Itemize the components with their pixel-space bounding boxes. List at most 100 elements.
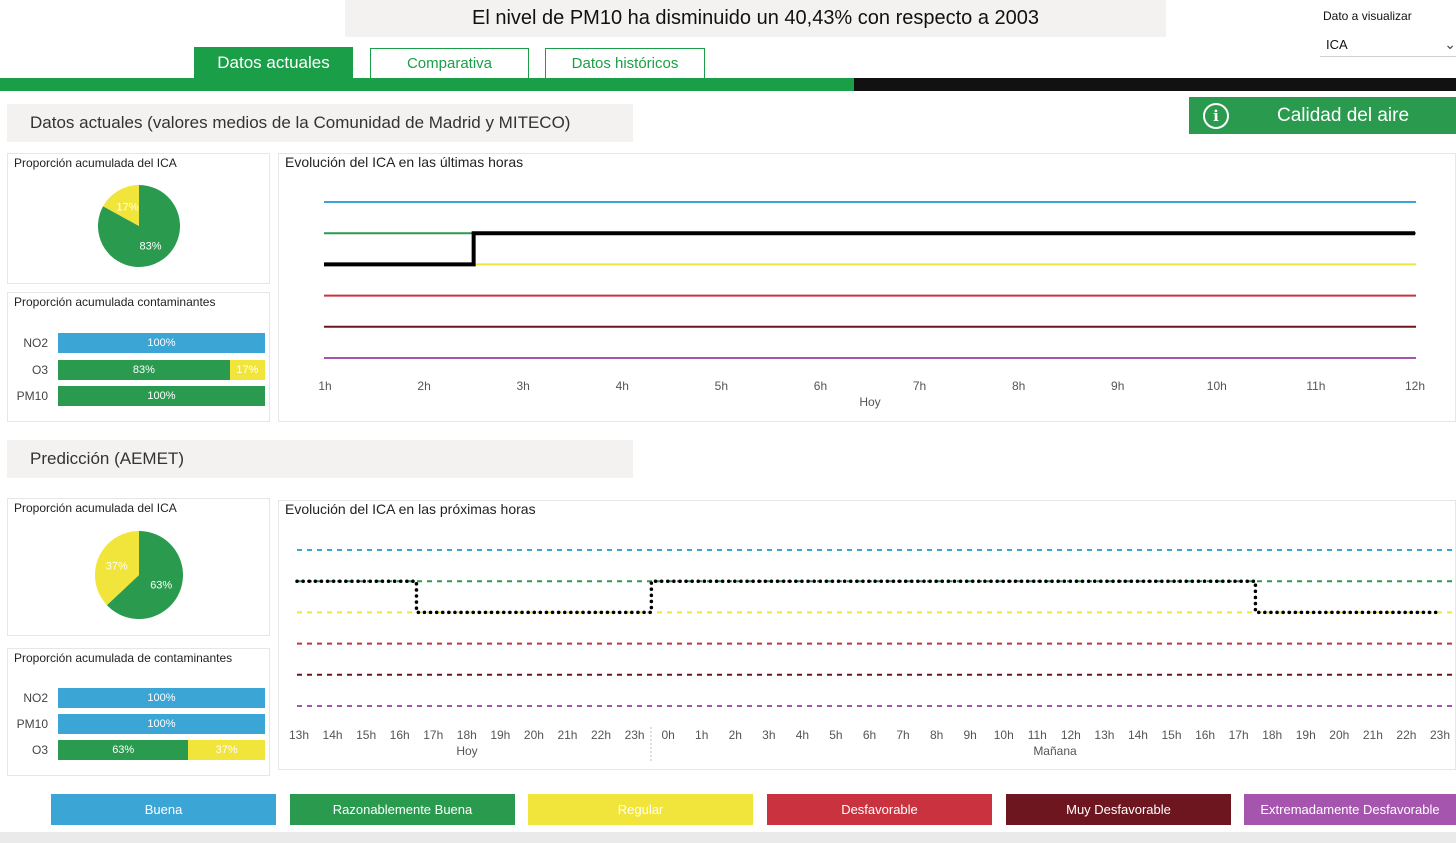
x-tick-label: 9h [963,728,976,742]
data-selector-dropdown[interactable]: ICA ⌄ [1320,32,1456,57]
x-tick-label: 10h [1207,379,1227,393]
x-tick-label: 16h [1195,728,1215,742]
prediction-bars-card: Proporción acumulada de contaminantes NO… [7,648,270,776]
x-tick-label: 15h [356,728,376,742]
x-tick-label: 7h [913,379,926,393]
prediction-bar-segment[interactable]: 100% [58,688,265,708]
current-bar-segment[interactable]: 100% [58,386,265,406]
tab-comparativa[interactable]: Comparativa [370,48,529,78]
x-tick-label: 0h [661,728,674,742]
prediction-bar-segment[interactable]: 37% [188,740,265,760]
x-tick-label: 11h [1306,379,1325,393]
x-tick-label: 14h [323,728,343,742]
info-icon: i [1203,102,1229,129]
x-tick-label: 17h [423,728,443,742]
current-bar-row-label: PM10 [16,389,48,403]
x-tick-label: 22h [591,728,611,742]
x-tick-label: 3h [762,728,775,742]
chevron-down-icon: ⌄ [1444,36,1456,52]
current-bar-segment[interactable]: 17% [229,360,265,380]
legend-extremadamente-desfavorable[interactable]: Extremadamente Desfavorable [1244,794,1456,825]
x-tick-label: 21h [1363,728,1383,742]
current-bar-track: 83% 17% [58,360,265,380]
x-tick-label: 8h [930,728,943,742]
current-bar-track: 100% [58,386,265,406]
x-tick-label: 8h [1012,379,1025,393]
x-tick-label: 23h [625,728,645,742]
prediction-bars-title: Proporción acumulada de contaminantes [14,651,233,665]
x-tick-label: 10h [994,728,1014,742]
x-tick-label: 22h [1396,728,1416,742]
prediction-pie-card: Proporción acumulada del ICA 63% 37% [7,498,270,636]
selector-value: ICA [1326,36,1348,52]
current-bar-row-no2: NO2 100% [8,333,270,353]
x-tick-label: 20h [524,728,544,742]
selector-label: Dato a visualizar [1323,9,1412,23]
bottom-scroll-strip [0,832,1456,843]
prediction-bar-row-label: O3 [31,743,48,757]
prediction-pie-slice-0[interactable] [106,531,184,619]
ica-series-line[interactable] [295,579,1442,615]
current-pie-title: Proporción acumulada del ICA [14,156,177,170]
x-tick-label: 17h [1229,728,1249,742]
legend-desfavorable-label: Desfavorable [841,802,918,817]
prediction-bar-segment[interactable]: 63% [58,740,189,760]
x-tick-label: 18h [1262,728,1282,742]
legend-desfavorable[interactable]: Desfavorable [767,794,992,825]
x-tick-label: 9h [1111,379,1124,393]
tab-datos-historicos[interactable]: Datos históricos [545,48,705,78]
calidad-aire-button[interactable]: i Calidad del aire [1189,97,1456,134]
prediction-pie-slice-1[interactable] [95,531,139,606]
current-bar-row-label: O3 [31,363,48,377]
x-group-label: Mañana [1033,744,1077,758]
current-pie-slice-1[interactable] [103,185,139,226]
current-bars-card: Proporción acumulada contaminantes NO2 10… [7,292,270,422]
legend-buena-label: Buena [144,802,183,817]
section-title-current: Datos actuales (valores medios de la Com… [7,104,633,142]
legend-extremadamente-desfavorable-label: Extremadamente Desfavorable [1260,802,1440,817]
tab-datos-actuales[interactable]: Datos actuales [194,47,353,78]
x-tick-label: 20h [1329,728,1349,742]
x-tick-label: 13h [289,728,309,742]
legend-muy-desfavorable[interactable]: Muy Desfavorable [1006,794,1231,825]
ica-series-line[interactable] [324,231,1415,267]
x-tick-label: 23h [1430,728,1450,742]
current-pie-slice-label-1: 17% [117,202,139,214]
x-tick-label: 5h [715,379,728,393]
x-group-label: Hoy [859,395,880,409]
x-tick-label: 14h [1128,728,1148,742]
prediction-bar-row-label: PM10 [16,717,48,731]
x-tick-label: 19h [1296,728,1316,742]
current-line-card: Evolución del ICA en las últimas horas 1… [278,153,1456,422]
x-tick-label: 18h [457,728,477,742]
current-pie-card: Proporción acumulada del ICA 83% 17% [7,153,270,284]
current-bar-row-label: NO2 [23,336,48,350]
legend-razonablemente-buena[interactable]: Razonablemente Buena [290,794,515,825]
x-tick-label: 21h [557,728,577,742]
x-tick-label: 7h [896,728,909,742]
prediction-pie-slice-label-1: 37% [106,560,128,572]
prediction-bar-track: 100% [58,688,265,708]
current-line-chart: 1h 2h 3h 4h 5h 6h 7h 8h 9h 10h 11h 12h Hoy [318,201,1425,409]
current-bar-segment[interactable]: 100% [58,333,265,353]
prediction-bar-row-label: NO2 [23,691,48,705]
current-bars-title: Proporción acumulada contaminantes [14,295,216,309]
x-tick-label: 6h [814,379,827,393]
current-bar-row-pm10: PM10 100% [8,386,270,406]
legend-muy-desfavorable-label: Muy Desfavorable [1066,802,1171,817]
prediction-bar-row-no2: NO2 100% [8,688,270,708]
legend-buena[interactable]: Buena [51,794,276,825]
prediction-line-card: Evolución del ICA en las próximas horas … [278,500,1456,770]
prediction-bar-segment[interactable]: 100% [58,714,265,734]
x-tick-label: 1h [318,379,331,393]
legend-regular[interactable]: Regular [528,794,753,825]
current-pie-slice-label-0: 83% [139,240,161,252]
header-band-green [0,78,854,91]
x-tick-label: 4h [616,379,629,393]
header-band-black [854,78,1456,91]
x-tick-label: 16h [390,728,410,742]
x-tick-label: 19h [490,728,510,742]
current-bar-segment[interactable]: 83% [58,360,230,380]
x-tick-label: 1h [695,728,708,742]
x-tick-label: 2h [729,728,742,742]
